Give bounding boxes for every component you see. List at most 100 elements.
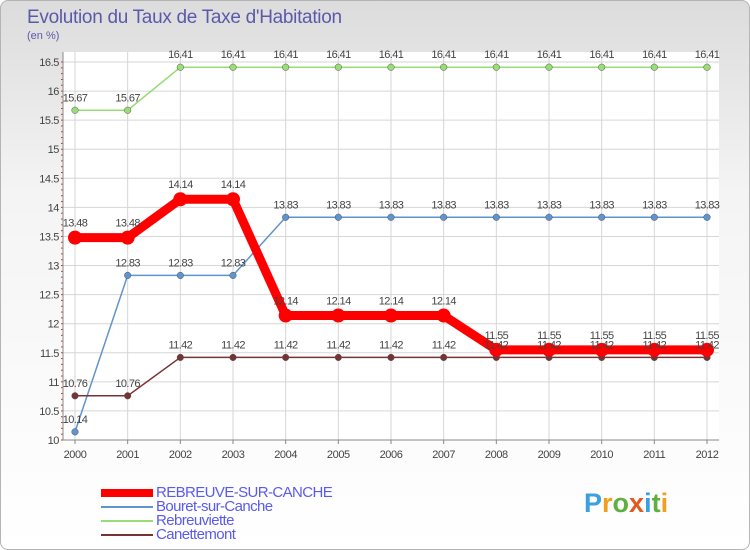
data-label: 10.76 bbox=[115, 378, 140, 390]
legend-item: Bouret-sur-Canche bbox=[101, 498, 332, 515]
data-label: 11.42 bbox=[221, 339, 245, 351]
data-point bbox=[229, 353, 237, 361]
y-tick-label: 11 bbox=[48, 377, 59, 389]
data-point bbox=[440, 353, 448, 361]
data-point bbox=[282, 213, 290, 221]
x-tick-label: 2004 bbox=[274, 449, 297, 461]
x-tick-label: 2003 bbox=[222, 449, 245, 461]
x-tick-label: 2008 bbox=[485, 449, 508, 461]
data-point bbox=[124, 392, 132, 400]
y-tick-label: 12 bbox=[48, 319, 60, 331]
data-point bbox=[176, 271, 184, 279]
data-label: 16.41 bbox=[431, 49, 456, 61]
y-tick-label: 16 bbox=[48, 86, 60, 98]
y-tick-label: 10.5 bbox=[39, 406, 59, 418]
data-point bbox=[700, 342, 714, 357]
data-point bbox=[71, 392, 79, 400]
data-label: 16.41 bbox=[695, 49, 720, 61]
data-point bbox=[282, 63, 290, 71]
data-label: 13.83 bbox=[484, 199, 509, 211]
data-label: 11.42 bbox=[432, 339, 456, 351]
data-point bbox=[542, 342, 556, 357]
data-point bbox=[440, 213, 448, 221]
data-label: 11.55 bbox=[590, 330, 614, 342]
data-point bbox=[278, 308, 293, 323]
data-point bbox=[545, 213, 553, 221]
data-label: 12.14 bbox=[379, 296, 404, 308]
data-label: 13.83 bbox=[642, 199, 667, 211]
data-label: 16.41 bbox=[168, 49, 193, 61]
x-tick-label: 2007 bbox=[432, 449, 455, 461]
data-point bbox=[703, 213, 711, 221]
legend-swatch bbox=[101, 489, 153, 497]
legend-label: Bouret-sur-Canche bbox=[156, 498, 273, 515]
data-label: 10.76 bbox=[63, 378, 88, 390]
data-point bbox=[282, 353, 290, 361]
data-label: 15.67 bbox=[115, 92, 140, 104]
data-point bbox=[384, 308, 398, 323]
data-label: 12.83 bbox=[168, 257, 193, 269]
data-label: 15.67 bbox=[63, 92, 88, 104]
legend-item: Rebreuviette bbox=[101, 512, 332, 529]
data-label: 11.55 bbox=[537, 330, 561, 342]
x-tick-label: 2010 bbox=[590, 449, 613, 461]
data-label: 13.83 bbox=[273, 199, 298, 211]
y-tick-label: 12.5 bbox=[39, 290, 59, 302]
data-point bbox=[489, 342, 504, 357]
legend-label: Rebreuviette bbox=[156, 512, 234, 529]
data-label: 16.41 bbox=[326, 49, 351, 61]
legend-swatch bbox=[101, 506, 153, 508]
data-label: 14.14 bbox=[221, 179, 246, 191]
y-tick-label: 14.5 bbox=[39, 173, 59, 185]
data-label: 13.83 bbox=[431, 199, 456, 211]
data-label: 12.83 bbox=[115, 257, 140, 269]
x-tick-label: 2000 bbox=[64, 449, 87, 461]
data-point bbox=[124, 271, 132, 279]
data-label: 11.42 bbox=[695, 339, 719, 351]
data-label: 11.55 bbox=[484, 330, 508, 342]
data-label: 13.48 bbox=[115, 218, 140, 230]
data-label: 11.42 bbox=[274, 339, 298, 351]
data-point bbox=[650, 213, 658, 221]
x-tick-label: 2001 bbox=[116, 449, 139, 461]
legend-item: Canettemont bbox=[101, 527, 332, 542]
logo-letter: i bbox=[644, 488, 652, 518]
data-point bbox=[598, 63, 606, 71]
data-point bbox=[68, 230, 82, 245]
data-point bbox=[334, 63, 342, 71]
data-point bbox=[647, 342, 662, 357]
data-point bbox=[229, 271, 237, 279]
y-tick-label: 16.5 bbox=[39, 57, 59, 69]
legend-swatch bbox=[101, 520, 153, 522]
data-point bbox=[176, 353, 184, 361]
logo-letter: t bbox=[651, 488, 661, 518]
legend-item: REBREUVE-SUR-CANCHE bbox=[101, 485, 333, 500]
data-point bbox=[387, 213, 395, 221]
data-label: 13.83 bbox=[379, 199, 404, 211]
data-label: 13.83 bbox=[326, 199, 351, 211]
data-label: 16.41 bbox=[642, 49, 667, 61]
data-label: 13.83 bbox=[695, 199, 720, 211]
data-point bbox=[598, 213, 606, 221]
data-point bbox=[650, 63, 658, 71]
x-tick-label: 2012 bbox=[696, 449, 719, 461]
logo-letter: r bbox=[602, 488, 613, 518]
data-label: 14.14 bbox=[168, 179, 193, 191]
data-label: 12.14 bbox=[326, 296, 351, 308]
chart-title: Evolution du Taux de Taxe d'Habitation bbox=[27, 7, 342, 28]
data-point bbox=[120, 230, 135, 245]
data-label: 11.55 bbox=[695, 330, 719, 342]
data-point bbox=[545, 63, 553, 71]
data-point bbox=[71, 106, 79, 114]
y-tick-label: 13.5 bbox=[39, 231, 59, 243]
data-point bbox=[176, 63, 184, 71]
data-point bbox=[71, 428, 79, 436]
data-label: 12.14 bbox=[273, 296, 298, 308]
logo-letter: i bbox=[660, 488, 669, 518]
data-label: 16.41 bbox=[379, 49, 404, 61]
data-label: 11.42 bbox=[537, 339, 561, 351]
data-point bbox=[334, 213, 342, 221]
legend: REBREUVE-SUR-CANCHE Bouret-sur-Canche Rebr… bbox=[101, 485, 333, 542]
data-point bbox=[124, 106, 132, 114]
